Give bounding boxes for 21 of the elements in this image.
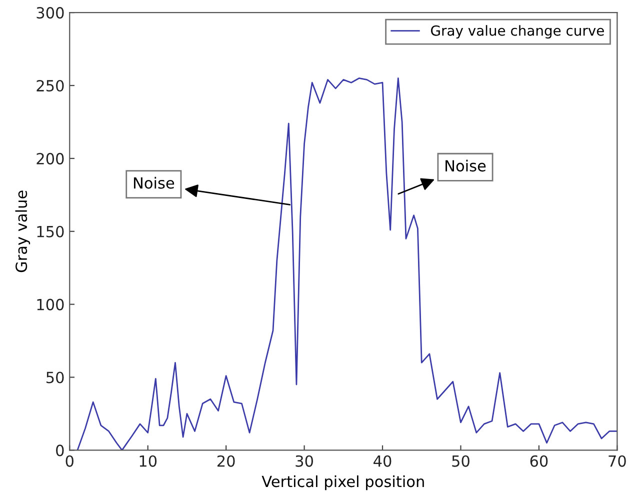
y-tick-label: 0 [56, 444, 64, 456]
annotation: Noise [134, 176, 174, 189]
x-tick-label: 70 [608, 455, 626, 467]
y-tick-label: 200 [36, 152, 64, 164]
y-axis-title: Gray value [15, 190, 30, 272]
y-tick-label: 100 [37, 298, 64, 310]
x-tick-label: 10 [140, 455, 157, 467]
x-tick-label: 30 [296, 455, 313, 467]
y-tick-label: 150 [37, 226, 64, 238]
x-axis-title: Vertical pixel position [262, 475, 424, 490]
line-series [76, 78, 618, 450]
y-tick-label: 50 [46, 372, 64, 384]
annotation: Noise [446, 160, 486, 172]
y-tick-label: 300 [36, 7, 64, 19]
x-tick-label: 20 [217, 455, 235, 467]
y-tick-label: 250 [36, 80, 64, 92]
x-tick-label: 0 [66, 455, 74, 467]
legend-label: Gray value change curve [431, 25, 604, 39]
x-tick-label: 50 [452, 455, 470, 467]
x-tick-label: 60 [530, 455, 548, 467]
x-tick-label: 40 [374, 455, 392, 467]
